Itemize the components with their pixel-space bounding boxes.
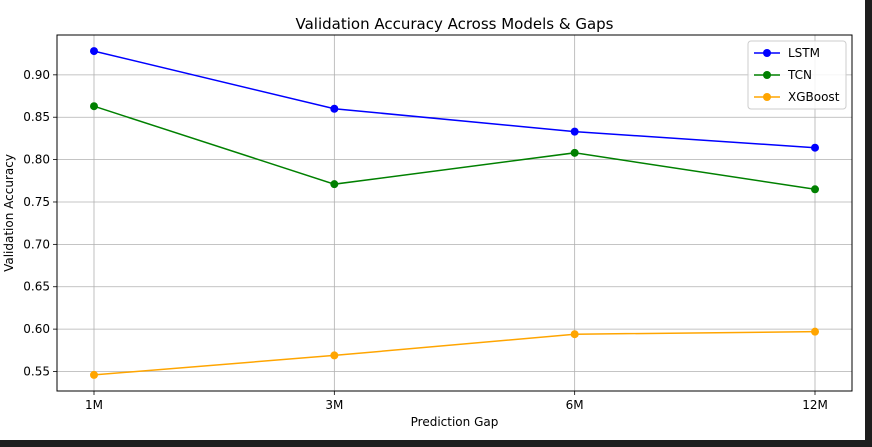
- y-axis-ticks: 0.55 0.60 0.65 0.70 0.75 0.80 0.85 0.90: [23, 68, 57, 379]
- data-point-lstm: [330, 104, 339, 113]
- series-layer: [90, 47, 819, 379]
- y-tick-label: 0.75: [23, 195, 50, 209]
- series-line-tcn: [93, 105, 816, 191]
- data-point-tcn: [90, 102, 98, 111]
- data-point-xgboost: [90, 370, 98, 379]
- data-point-tcn: [811, 185, 819, 194]
- chart-title: Validation Accuracy Across Models & Gaps: [296, 15, 614, 33]
- series-line-lstm: [93, 50, 816, 149]
- data-point-xgboost: [811, 327, 819, 336]
- data-point-lstm: [570, 127, 579, 136]
- legend-box: [747, 40, 847, 110]
- legend-label-xgboost: XGBoost: [788, 90, 840, 104]
- x-axis-ticks: 1M 3M 6M 12M: [85, 391, 828, 412]
- y-axis-label: Validation Accuracy: [2, 154, 16, 272]
- data-point-lstm: [90, 47, 98, 56]
- y-tick-label: 0.55: [23, 365, 50, 379]
- legend-marker-lstm: [763, 49, 771, 57]
- x-tick-label: 12M: [802, 398, 828, 412]
- data-point-xgboost: [570, 330, 579, 339]
- data-point-tcn: [570, 148, 579, 157]
- series-line-xgboost: [93, 330, 816, 376]
- x-tick-label: 6M: [566, 398, 584, 412]
- legend-marker-xgboost: [763, 93, 771, 101]
- y-tick-label: 0.80: [23, 153, 50, 167]
- data-point-tcn: [330, 180, 339, 189]
- y-tick-label: 0.65: [23, 280, 50, 294]
- y-tick-label: 0.90: [23, 68, 50, 82]
- plot-area-border: [56, 34, 853, 392]
- y-tick-label: 0.60: [23, 322, 50, 336]
- x-tick-label: 3M: [325, 398, 343, 412]
- x-tick-label: 1M: [85, 398, 103, 412]
- legend-label-tcn: TCN: [787, 68, 812, 82]
- legend-marker-tcn: [763, 71, 771, 79]
- data-point-lstm: [811, 143, 819, 152]
- y-tick-label: 0.70: [23, 237, 50, 251]
- grid-lines: [57, 35, 852, 391]
- legend-label-lstm: LSTM: [788, 46, 820, 60]
- y-tick-label: 0.85: [23, 110, 50, 124]
- data-point-xgboost: [330, 351, 339, 360]
- x-axis-label: Prediction Gap: [411, 415, 499, 429]
- legend: LSTM TCN XGBoost: [747, 40, 847, 110]
